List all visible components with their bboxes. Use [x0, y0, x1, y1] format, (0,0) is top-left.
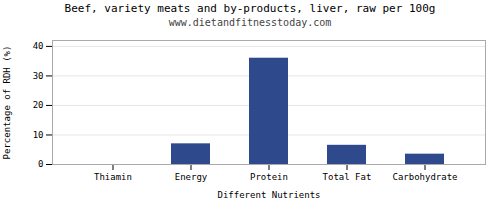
html-text:Beef, variety meats and by-pro: Beef, variety meats and by-products, liv… — [64, 2, 436, 15]
svg-text:Percentage of RDH (%): Percentage of RDH (%) — [2, 46, 12, 160]
svg-text:Carbohydrate: Carbohydrate — [392, 172, 457, 182]
svg-text:10: 10 — [33, 130, 44, 140]
svg-text:Total Fat: Total Fat — [323, 172, 372, 182]
svg-text:Thiamin: Thiamin — [94, 172, 132, 182]
svg-text:40: 40 — [33, 41, 44, 51]
svg-text:30: 30 — [33, 71, 44, 81]
svg-text:Energy: Energy — [175, 172, 208, 182]
svg-text:0: 0 — [38, 159, 43, 169]
html-text:www.dietandfitnesstoday.com: www.dietandfitnesstoday.com — [168, 17, 332, 28]
svg-text:20: 20 — [33, 100, 44, 110]
svg-text:Different Nutrients: Different Nutrients — [218, 190, 321, 200]
svg-text:Protein: Protein — [250, 172, 288, 182]
